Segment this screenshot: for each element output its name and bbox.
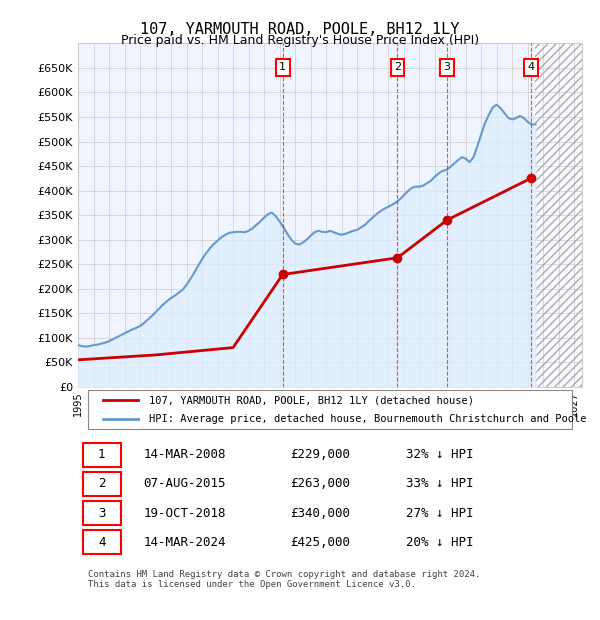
Text: 32% ↓ HPI: 32% ↓ HPI xyxy=(406,448,473,461)
Text: 3: 3 xyxy=(443,63,451,73)
Text: 1: 1 xyxy=(98,448,106,461)
Text: 4: 4 xyxy=(527,63,535,73)
Text: 3: 3 xyxy=(98,507,106,520)
Text: 2: 2 xyxy=(394,63,401,73)
Text: Price paid vs. HM Land Registry's House Price Index (HPI): Price paid vs. HM Land Registry's House … xyxy=(121,34,479,47)
FancyBboxPatch shape xyxy=(88,390,572,429)
FancyBboxPatch shape xyxy=(83,501,121,525)
Text: 1: 1 xyxy=(279,63,286,73)
Text: £425,000: £425,000 xyxy=(290,536,350,549)
FancyBboxPatch shape xyxy=(83,443,121,467)
Bar xyxy=(535,43,582,387)
Text: 14-MAR-2024: 14-MAR-2024 xyxy=(143,536,226,549)
Text: 2: 2 xyxy=(98,477,106,490)
Text: 33% ↓ HPI: 33% ↓ HPI xyxy=(406,477,473,490)
Bar xyxy=(535,43,582,387)
Text: 19-OCT-2018: 19-OCT-2018 xyxy=(143,507,226,520)
Text: 07-AUG-2015: 07-AUG-2015 xyxy=(143,477,226,490)
Text: £340,000: £340,000 xyxy=(290,507,350,520)
Text: 107, YARMOUTH ROAD, POOLE, BH12 1LY: 107, YARMOUTH ROAD, POOLE, BH12 1LY xyxy=(140,22,460,37)
Text: Contains HM Land Registry data © Crown copyright and database right 2024.
This d: Contains HM Land Registry data © Crown c… xyxy=(88,570,481,590)
FancyBboxPatch shape xyxy=(83,472,121,496)
Text: 20% ↓ HPI: 20% ↓ HPI xyxy=(406,536,473,549)
Text: 107, YARMOUTH ROAD, POOLE, BH12 1LY (detached house): 107, YARMOUTH ROAD, POOLE, BH12 1LY (det… xyxy=(149,395,473,405)
Text: 14-MAR-2008: 14-MAR-2008 xyxy=(143,448,226,461)
FancyBboxPatch shape xyxy=(83,530,121,554)
Text: HPI: Average price, detached house, Bournemouth Christchurch and Poole: HPI: Average price, detached house, Bour… xyxy=(149,414,586,423)
Text: £229,000: £229,000 xyxy=(290,448,350,461)
Text: 4: 4 xyxy=(98,536,106,549)
Text: 27% ↓ HPI: 27% ↓ HPI xyxy=(406,507,473,520)
Text: £263,000: £263,000 xyxy=(290,477,350,490)
